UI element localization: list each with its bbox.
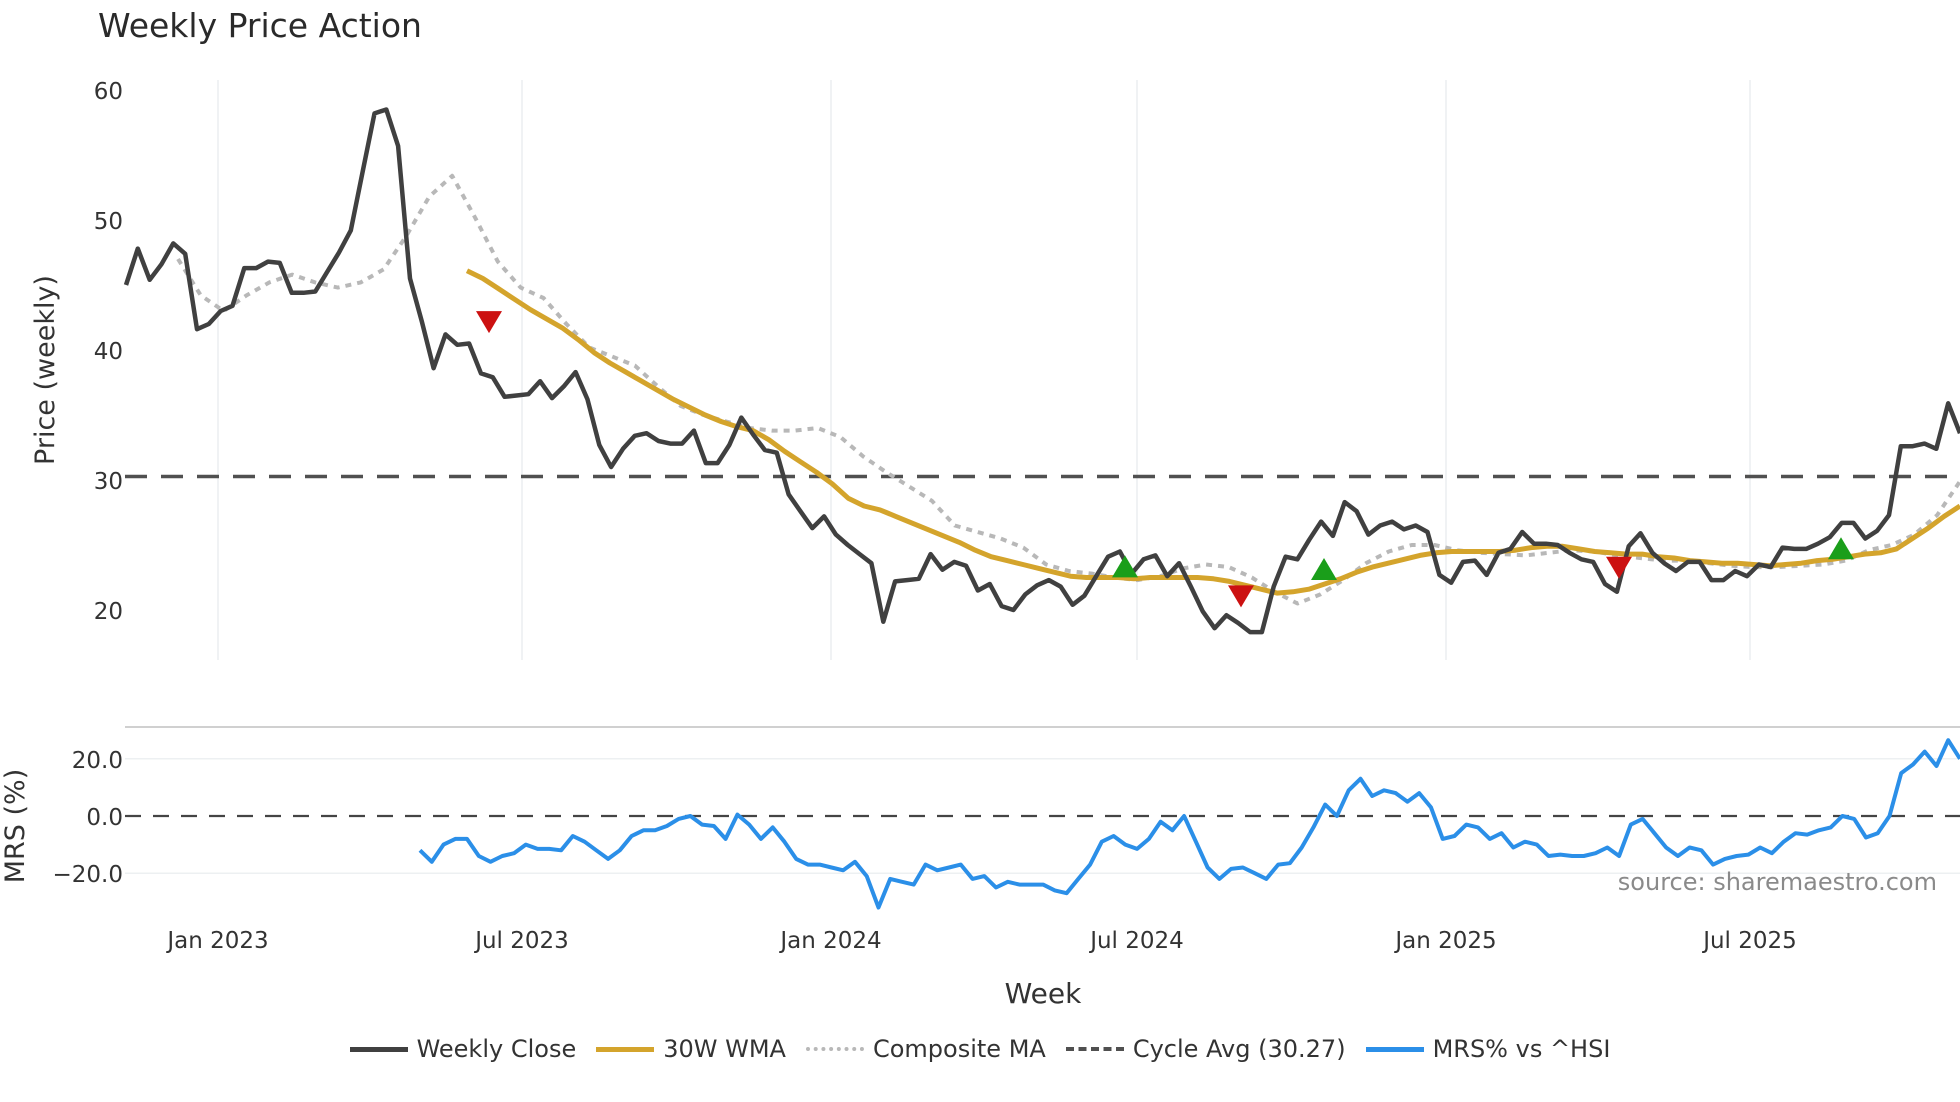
x-tick-label: Jan 2023 (165, 928, 268, 954)
legend-item[interactable]: Weekly Close (349, 1035, 577, 1063)
mrs-tick-label: 20.0 (72, 748, 123, 774)
mrs-y-axis-label: MRS (%) (0, 769, 31, 884)
legend: Weekly Close 30W WMA Composite MA Cycle Avg… (0, 1035, 1960, 1063)
chart-title: Weekly Price Action (98, 6, 422, 45)
legend-label: Composite MA (872, 1035, 1046, 1063)
x-axis: Jan 2023 Jul 2023 Jan 2024 Jul 2024 Jan 2025… (165, 928, 1796, 954)
price-tick-label: 30 (94, 469, 123, 495)
x-tick-label: Jan 2024 (778, 928, 881, 954)
x-axis-label: Week (1005, 977, 1082, 1010)
x-tick-label: Jul 2024 (1088, 928, 1184, 954)
legend-label: MRS% vs ^HSI (1432, 1035, 1611, 1063)
legend-item[interactable]: MRS% vs ^HSI (1365, 1035, 1611, 1063)
legend-swatch-icon (596, 1046, 655, 1052)
mrs-tick-label: −20.0 (53, 862, 123, 888)
mrs-line (418, 738, 1960, 910)
legend-label: Cycle Avg (30.27) (1132, 1035, 1346, 1063)
legend-item[interactable]: Composite MA (805, 1035, 1046, 1063)
buy-signal-marker (1112, 555, 1138, 578)
buy-signal-marker (1828, 537, 1854, 560)
x-tick-label: Jan 2025 (1393, 928, 1496, 954)
price-tick-label: 60 (94, 79, 123, 105)
x-tick-label: Jul 2025 (1701, 928, 1797, 954)
series-lines (123, 107, 1960, 910)
legend-swatch-icon (349, 1046, 408, 1052)
legend-swatch-icon (1365, 1046, 1424, 1052)
source-annotation: source: sharemaestro.com (1618, 868, 1937, 896)
weekly-close-line (123, 107, 1960, 635)
legend-item[interactable]: 30W WMA (596, 1035, 786, 1063)
x-tick-label: Jul 2023 (473, 928, 569, 954)
buy-signal-marker (1311, 558, 1337, 580)
price-y-axis: 20 30 40 50 60 (94, 79, 123, 625)
signal-markers (476, 311, 1854, 608)
legend-label: Weekly Close (416, 1035, 577, 1063)
legend-swatch-icon (805, 1047, 864, 1051)
legend-swatch-icon (1065, 1047, 1124, 1051)
price-tick-label: 20 (94, 599, 123, 625)
price-tick-label: 50 (94, 209, 123, 235)
sell-signal-marker (1228, 585, 1254, 608)
grid-lines (125, 80, 1960, 874)
composite-ma-line (176, 173, 1960, 606)
mrs-y-axis: 20.0 0.0 −20.0 (53, 748, 123, 888)
price-y-axis-label: Price (weekly) (30, 275, 61, 465)
legend-item[interactable]: Cycle Avg (30.27) (1065, 1035, 1346, 1063)
legend-label: 30W WMA (663, 1035, 786, 1063)
sell-signal-marker (476, 311, 502, 334)
mrs-tick-label: 0.0 (86, 805, 123, 831)
wma-30w-line (465, 268, 1960, 596)
price-tick-label: 40 (94, 339, 123, 365)
sell-signal-marker (1606, 556, 1632, 579)
